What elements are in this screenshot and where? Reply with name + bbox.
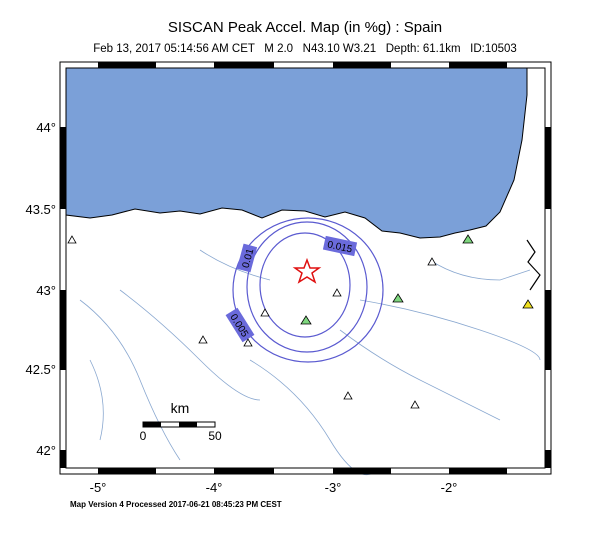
scale-unit: km — [171, 400, 190, 416]
scale-bar: km 0 50 — [140, 400, 222, 443]
latitude-labels: 44° 43.5° 43° 42.5° 42° — [25, 120, 56, 458]
lat-label: 43° — [36, 283, 56, 298]
map-area: 0.015 0.01 0.005 — [65, 67, 545, 476]
scale-label: 50 — [208, 429, 222, 443]
lat-label: 42.5° — [25, 362, 56, 377]
map-title: SISCAN Peak Accel. Map (in %g) : Spain — [168, 19, 442, 36]
contours — [232, 217, 384, 363]
lon-label: -2° — [441, 480, 458, 495]
footer: Map Version 4 Processed 2017-06-21 08:45… — [70, 500, 282, 509]
contour-label-box — [322, 235, 358, 257]
lat-label: 42° — [36, 443, 56, 458]
lon-label: -5° — [90, 480, 107, 495]
scale-label: 0 — [140, 429, 147, 443]
contour-label-box — [236, 243, 258, 273]
longitude-labels: -5° -4° -3° -2° — [90, 480, 458, 495]
frame — [59, 61, 552, 475]
contour-label: 0.015 — [326, 239, 353, 255]
lon-label: -4° — [206, 480, 223, 495]
border — [526, 239, 541, 291]
lon-label: -3° — [325, 480, 342, 495]
lat-label: 43.5° — [25, 202, 56, 217]
map-subtitle: Feb 13, 2017 05:14:56 AM CET M 2.0 N43.1… — [93, 43, 517, 55]
rivers — [79, 249, 541, 476]
contour-label-box — [225, 307, 255, 343]
contour-label: 0.01 — [241, 247, 257, 269]
stations — [67, 234, 534, 409]
sea — [65, 67, 528, 239]
lat-label: 44° — [36, 120, 56, 135]
epicenter — [292, 257, 322, 284]
